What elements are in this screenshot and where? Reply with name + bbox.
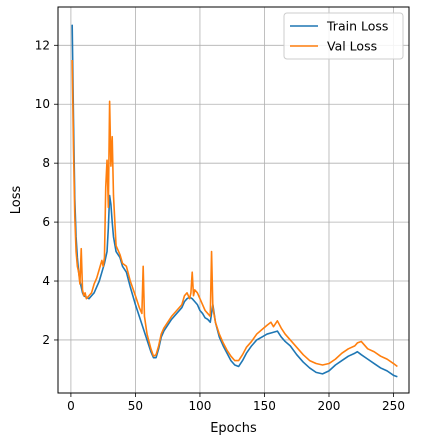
series-lines	[71, 24, 398, 378]
x-tick-label: 50	[128, 399, 143, 413]
x-tick-label: 100	[188, 399, 211, 413]
legend: Train Loss Val Loss	[283, 12, 404, 60]
plot-frame	[57, 6, 410, 394]
axis-ticks: 0 50 100 150 200 250 2 4 6 8 10 12	[35, 38, 405, 413]
x-axis-label: Epochs	[210, 421, 257, 436]
legend-label-1: Val Loss	[327, 39, 377, 54]
series-line-0	[71, 24, 398, 378]
y-axis-label: Loss	[9, 186, 24, 215]
x-tick-label: 150	[253, 399, 276, 413]
y-tick-label: 6	[42, 215, 50, 229]
y-tick-label: 2	[42, 333, 50, 347]
legend-box	[283, 12, 404, 60]
grid	[58, 7, 409, 393]
y-tick-label: 12	[35, 38, 50, 52]
y-tick-label: 8	[42, 156, 50, 170]
y-tick-label: 10	[35, 97, 50, 111]
series-line-1	[71, 60, 398, 368]
x-tick-label: 200	[318, 399, 341, 413]
y-tick-label: 4	[42, 274, 50, 288]
x-tick-label: 0	[67, 399, 75, 413]
x-tick-label: 250	[382, 399, 405, 413]
legend-label-0: Train Loss	[326, 19, 388, 34]
